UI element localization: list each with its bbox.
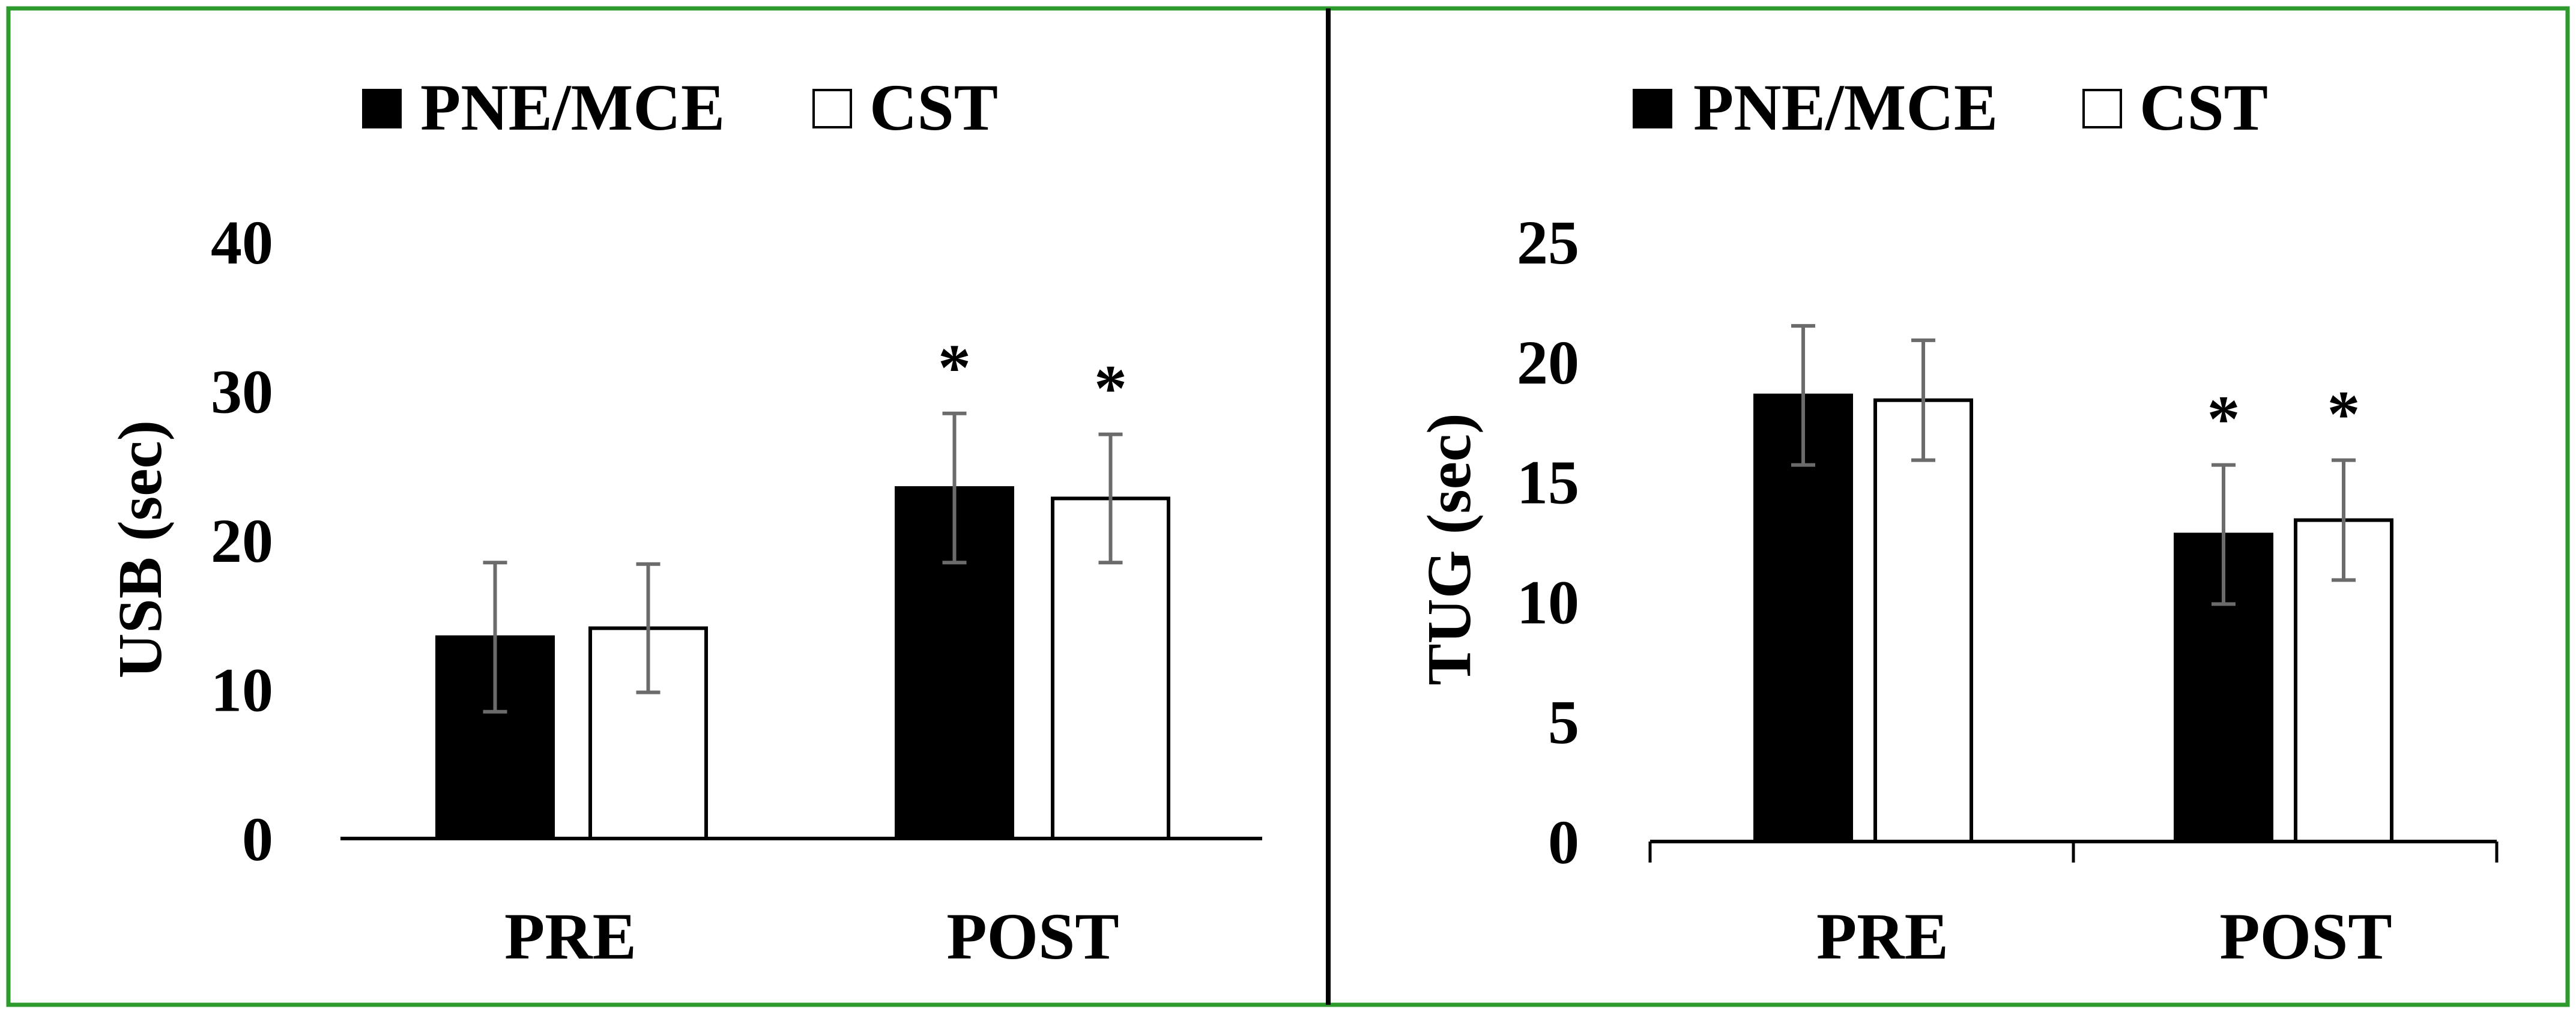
- y-tick-label: 10: [211, 656, 273, 725]
- bar-cst-pre: [1873, 398, 1973, 843]
- x-tick-label-post: POST: [946, 900, 1119, 973]
- chart-panel-tug: PNE/MCE CST TUG (sec) PRE POST 0 5 10 15 20 2…: [1415, 71, 2499, 973]
- x-tick-label-pre: PRE: [504, 900, 636, 973]
- y-tick-label: 25: [1517, 208, 1579, 277]
- y-axis-label: USB (sec): [106, 420, 175, 678]
- y-tick-label: 0: [1548, 808, 1579, 877]
- legend-label-cst: CST: [2139, 71, 2268, 144]
- x-tick-label-pre: PRE: [1816, 900, 1949, 973]
- y-tick-label: 30: [211, 358, 273, 427]
- significance-marker: *: [1094, 352, 1127, 425]
- legend-swatch-pne-mce: [362, 89, 402, 128]
- significance-marker: *: [938, 331, 971, 404]
- significance-marker: *: [2207, 382, 2240, 456]
- legend-swatch-pne-mce: [1633, 89, 1672, 128]
- y-tick-label: 20: [211, 507, 273, 576]
- legend-label-pne-mce: PNE/MCE: [420, 71, 725, 144]
- significance-marker: *: [2327, 378, 2360, 451]
- figure-frame: [6, 6, 2570, 1007]
- chart-panel-usb: PNE/MCE CST USB (sec) PRE POST 0 10 20 30 40…: [106, 71, 1262, 973]
- legend-label-pne-mce: PNE/MCE: [1693, 71, 1998, 144]
- y-tick-label: 15: [1517, 448, 1579, 517]
- y-axis-label: TUG (sec): [1415, 413, 1484, 685]
- x-tick-label-post: POST: [2219, 900, 2392, 973]
- y-tick-label: 0: [242, 805, 273, 874]
- y-tick-label: 10: [1517, 568, 1579, 637]
- y-tick-label: 20: [1517, 328, 1579, 397]
- legend: PNE/MCE CST: [1633, 71, 2268, 144]
- bar-pne-mce-pre: [1753, 393, 1853, 843]
- y-tick-label: 40: [211, 208, 273, 277]
- legend-swatch-cst: [812, 89, 852, 128]
- legend-swatch-cst: [2082, 89, 2122, 128]
- legend: PNE/MCE CST: [362, 71, 998, 144]
- legend-label-cst: CST: [869, 71, 998, 144]
- y-tick-label: 5: [1548, 688, 1579, 757]
